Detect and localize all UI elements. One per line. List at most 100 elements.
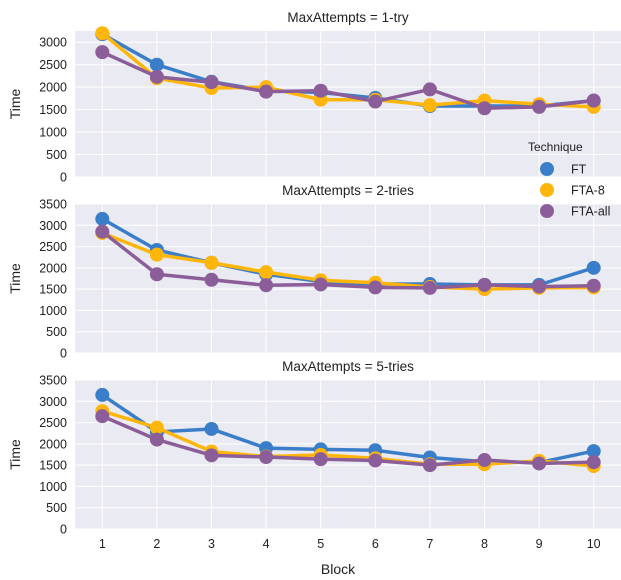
data-point (586, 93, 601, 108)
data-point (204, 421, 219, 436)
x-tick-label: 5 (317, 537, 324, 551)
legend-item-fta-all: FTA-all (540, 204, 610, 219)
y-tick-label: 1000 (39, 304, 67, 318)
panel-background (75, 380, 621, 529)
series-line (101, 50, 594, 111)
data-point (422, 98, 437, 113)
y-tick-label: 1500 (39, 283, 67, 297)
data-point (95, 26, 110, 41)
data-point (422, 82, 437, 97)
data-point (586, 455, 601, 470)
y-tick-label: 2000 (39, 81, 67, 95)
data-point (149, 247, 164, 262)
series-fta-all (95, 409, 601, 473)
data-point (477, 453, 492, 468)
legend-title: Technique (528, 140, 583, 154)
x-tick-label: 9 (536, 537, 543, 551)
legend-label: FTA-all (571, 205, 610, 219)
y-tick-label: 500 (46, 148, 67, 162)
y-tick-label: 0 (60, 171, 67, 185)
y-tick-label: 3000 (39, 395, 67, 409)
data-point (368, 453, 383, 468)
y-tick-label: 2500 (39, 240, 67, 254)
x-tick-label: 8 (481, 537, 488, 551)
data-point (586, 278, 601, 293)
x-tick-label: 3 (208, 537, 215, 551)
x-tick-label: 7 (426, 537, 433, 551)
data-point (532, 279, 547, 294)
data-point (149, 420, 164, 435)
data-point (259, 84, 274, 99)
y-tick-label: 3500 (39, 374, 67, 388)
data-point (368, 280, 383, 295)
x-axis-label: Block (321, 561, 356, 577)
data-point (204, 272, 219, 287)
y-tick-label: 3000 (39, 36, 67, 50)
y-tick-label: 1500 (39, 103, 67, 117)
legend-label: FTA-8 (571, 184, 605, 198)
x-tick-label: 4 (263, 537, 270, 551)
y-tick-label: 1000 (39, 126, 67, 140)
data-point (313, 452, 328, 467)
data-point (95, 45, 110, 60)
data-point (204, 75, 219, 90)
y-axis-label: Time (7, 263, 23, 294)
data-point (477, 101, 492, 116)
data-point (313, 83, 328, 98)
panel-title: MaxAttempts = 2-tries (282, 183, 414, 198)
x-tick-label: 6 (372, 537, 379, 551)
panel-background (75, 204, 621, 353)
x-tick-label: 10 (587, 537, 601, 551)
data-point (149, 57, 164, 72)
series-line (101, 231, 594, 291)
data-point (149, 267, 164, 282)
y-tick-label: 1500 (39, 459, 67, 473)
data-point (477, 277, 492, 292)
data-point (95, 224, 110, 239)
y-tick-label: 2000 (39, 261, 67, 275)
data-point (95, 211, 110, 226)
panel-3: 0 500 1000 1500 2000 2500 3000 3500 MaxAttempts … (7, 359, 621, 551)
data-point (368, 94, 383, 109)
data-point (586, 260, 601, 275)
y-tick-label: 2000 (39, 437, 67, 451)
y-tick-label: 3500 (39, 198, 67, 212)
series-fta-all (95, 45, 601, 116)
y-tick-label: 500 (46, 501, 67, 515)
legend-item-fta-8: FTA-8 (540, 183, 605, 198)
panel-2: 0 500 1000 1500 2000 2500 3000 3500 MaxAttempts … (7, 183, 621, 361)
legend-marker (540, 204, 554, 218)
legend-label: FT (571, 163, 587, 177)
legend-marker (540, 162, 554, 176)
y-tick-label: 0 (60, 347, 67, 361)
series-line (101, 31, 594, 109)
panel-title: MaxAttempts = 5-tries (282, 359, 414, 374)
legend-marker (540, 183, 554, 197)
y-tick-label: 500 (46, 325, 67, 339)
data-point (259, 450, 274, 465)
panel-title: MaxAttempts = 1-try (287, 10, 408, 25)
data-point (204, 448, 219, 463)
series-fta-all (95, 224, 601, 295)
y-axis-label: Time (7, 88, 23, 119)
series-line (101, 414, 594, 467)
y-tick-label: 3000 (39, 219, 67, 233)
y-tick-label: 1000 (39, 480, 67, 494)
legend-item-ft: FT (540, 162, 587, 177)
data-point (532, 99, 547, 114)
legend: Technique FT FTA-8 FTA-all (528, 140, 610, 219)
data-point (204, 255, 219, 270)
data-point (259, 278, 274, 293)
data-point (95, 387, 110, 402)
data-point (149, 432, 164, 447)
data-point (422, 458, 437, 473)
x-tick-label: 1 (99, 537, 106, 551)
data-point (149, 69, 164, 84)
x-tick-label: 2 (153, 537, 160, 551)
panel-1: 0 500 1000 1500 2000 2500 3000 MaxAttempts = 1-… (7, 10, 621, 185)
legend-items: FT FTA-8 FTA-all (540, 162, 610, 219)
y-axis-label: Time (7, 439, 23, 470)
data-point (586, 444, 601, 459)
series-line (101, 230, 594, 290)
